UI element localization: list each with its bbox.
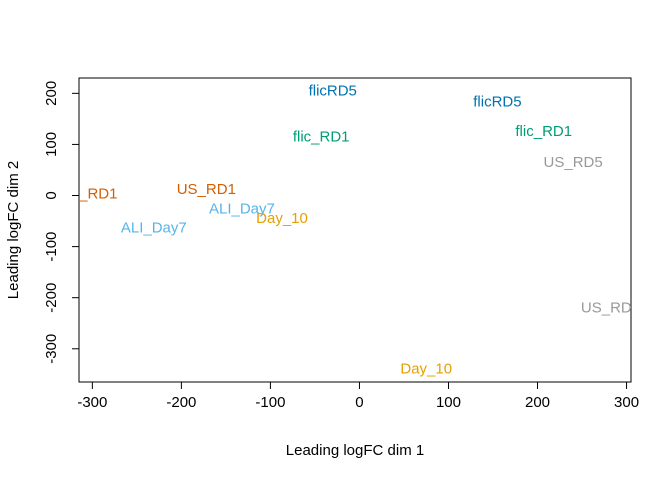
x-tick-label: -300 xyxy=(77,394,107,411)
y-tick-label: -300 xyxy=(43,334,60,364)
point-label: US_RD1 xyxy=(177,181,236,198)
x-tick-label: 200 xyxy=(525,394,550,411)
y-tick-label: 0 xyxy=(43,191,60,199)
point-label: flicRD5 xyxy=(309,82,357,99)
x-tick-label: -100 xyxy=(255,394,285,411)
point-label: ALI_Day7 xyxy=(121,220,187,237)
point-label: flicRD5 xyxy=(473,94,521,111)
point-label: flic_RD1 xyxy=(515,123,572,140)
point-label: Day_10 xyxy=(400,361,452,378)
point-label: Day_10 xyxy=(256,210,308,227)
y-tick-label: -100 xyxy=(43,232,60,262)
y-tick-label: 100 xyxy=(43,132,60,157)
x-tick-label: 300 xyxy=(614,394,639,411)
x-tick-label: 100 xyxy=(436,394,461,411)
point-label: flic_RD1 xyxy=(293,128,350,145)
x-axis-label: Leading logFC dim 1 xyxy=(286,442,424,459)
y-axis: -300 -200 -100 0 100 200 xyxy=(43,81,80,364)
x-tick-label: 0 xyxy=(355,394,363,411)
point-label: US_RD5 xyxy=(544,154,603,171)
point-label: US_RD5 xyxy=(581,299,640,316)
point-label: US_RD1 xyxy=(58,185,117,202)
point-label: ALI_Day7 xyxy=(209,200,275,217)
y-tick-label: 200 xyxy=(43,81,60,106)
point-labels: flicRD5 flicRD5 flic_RD1 flic_RD1 US_RD5 US_R… xyxy=(58,82,640,378)
x-axis: -300 -200 -100 0 100 200 300 xyxy=(77,381,639,411)
y-tick-label: -200 xyxy=(43,283,60,313)
x-tick-label: -200 xyxy=(166,394,196,411)
y-axis-label: Leading logFC dim 2 xyxy=(5,161,22,299)
